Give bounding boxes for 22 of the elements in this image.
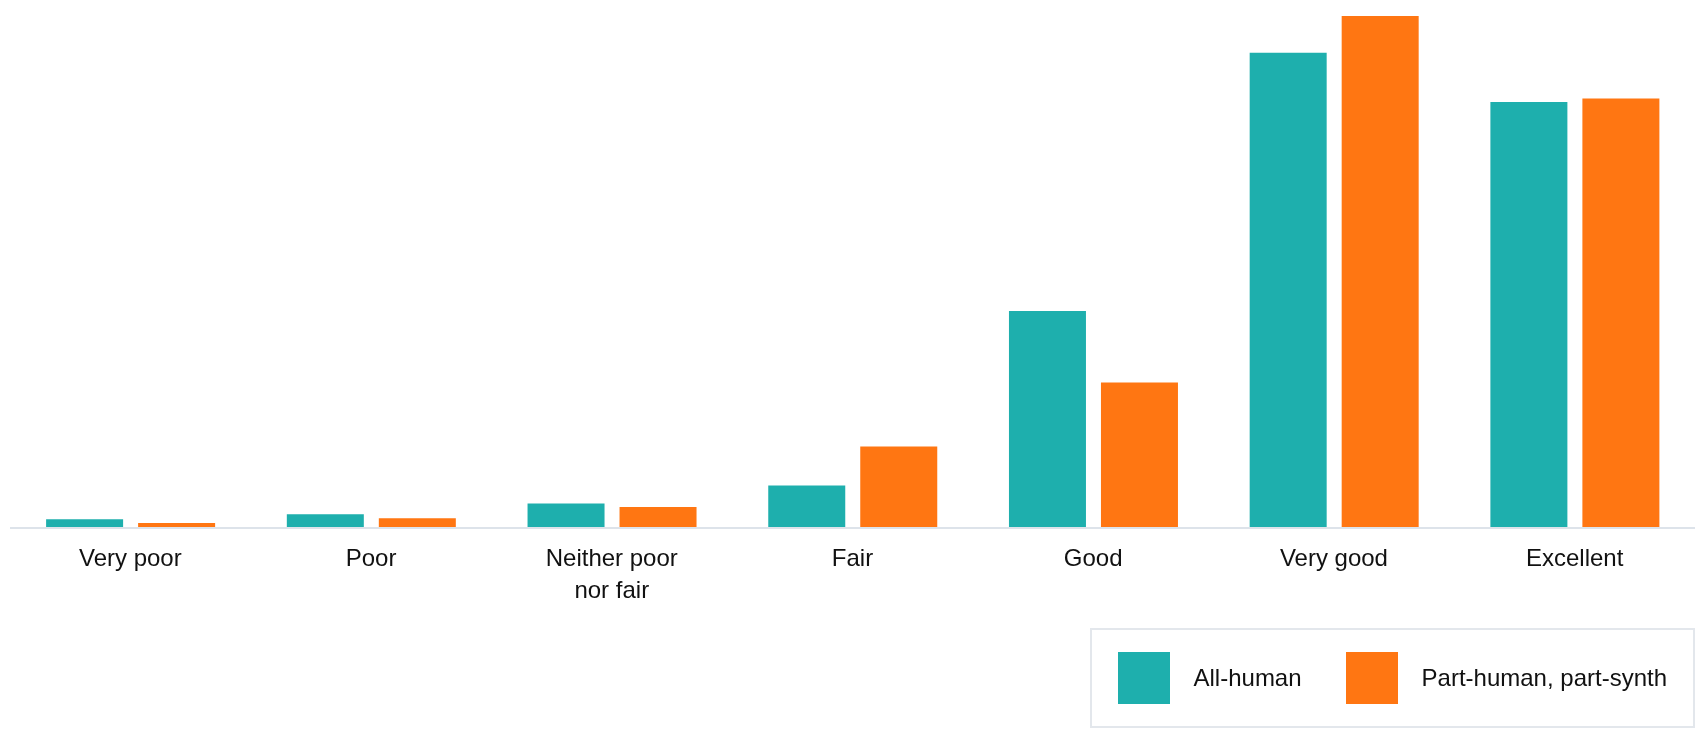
x-tick-label: Neither poor nor fair — [545, 544, 678, 603]
bar — [1582, 98, 1660, 528]
bar — [1490, 102, 1568, 528]
bar — [1100, 382, 1178, 528]
bar — [378, 518, 456, 528]
x-tick-label: Poor — [345, 544, 397, 571]
x-tick-label: Good — [1063, 544, 1123, 571]
x-tick-label: Fair — [831, 544, 874, 571]
bar — [619, 507, 697, 528]
x-tick-label: Very poor — [78, 544, 182, 571]
bar — [1008, 310, 1086, 528]
bar — [768, 485, 846, 528]
legend-label: All-human — [1192, 663, 1302, 693]
x-tick-label: Excellent — [1525, 544, 1624, 571]
bar — [860, 446, 938, 528]
x-tick-label: Very good — [1279, 544, 1388, 571]
bar — [527, 503, 605, 528]
legend-label: Part-human, part-synth — [1420, 663, 1667, 693]
bar — [46, 519, 124, 528]
bar — [286, 514, 364, 528]
bar — [1249, 52, 1327, 528]
bar — [1341, 16, 1419, 528]
